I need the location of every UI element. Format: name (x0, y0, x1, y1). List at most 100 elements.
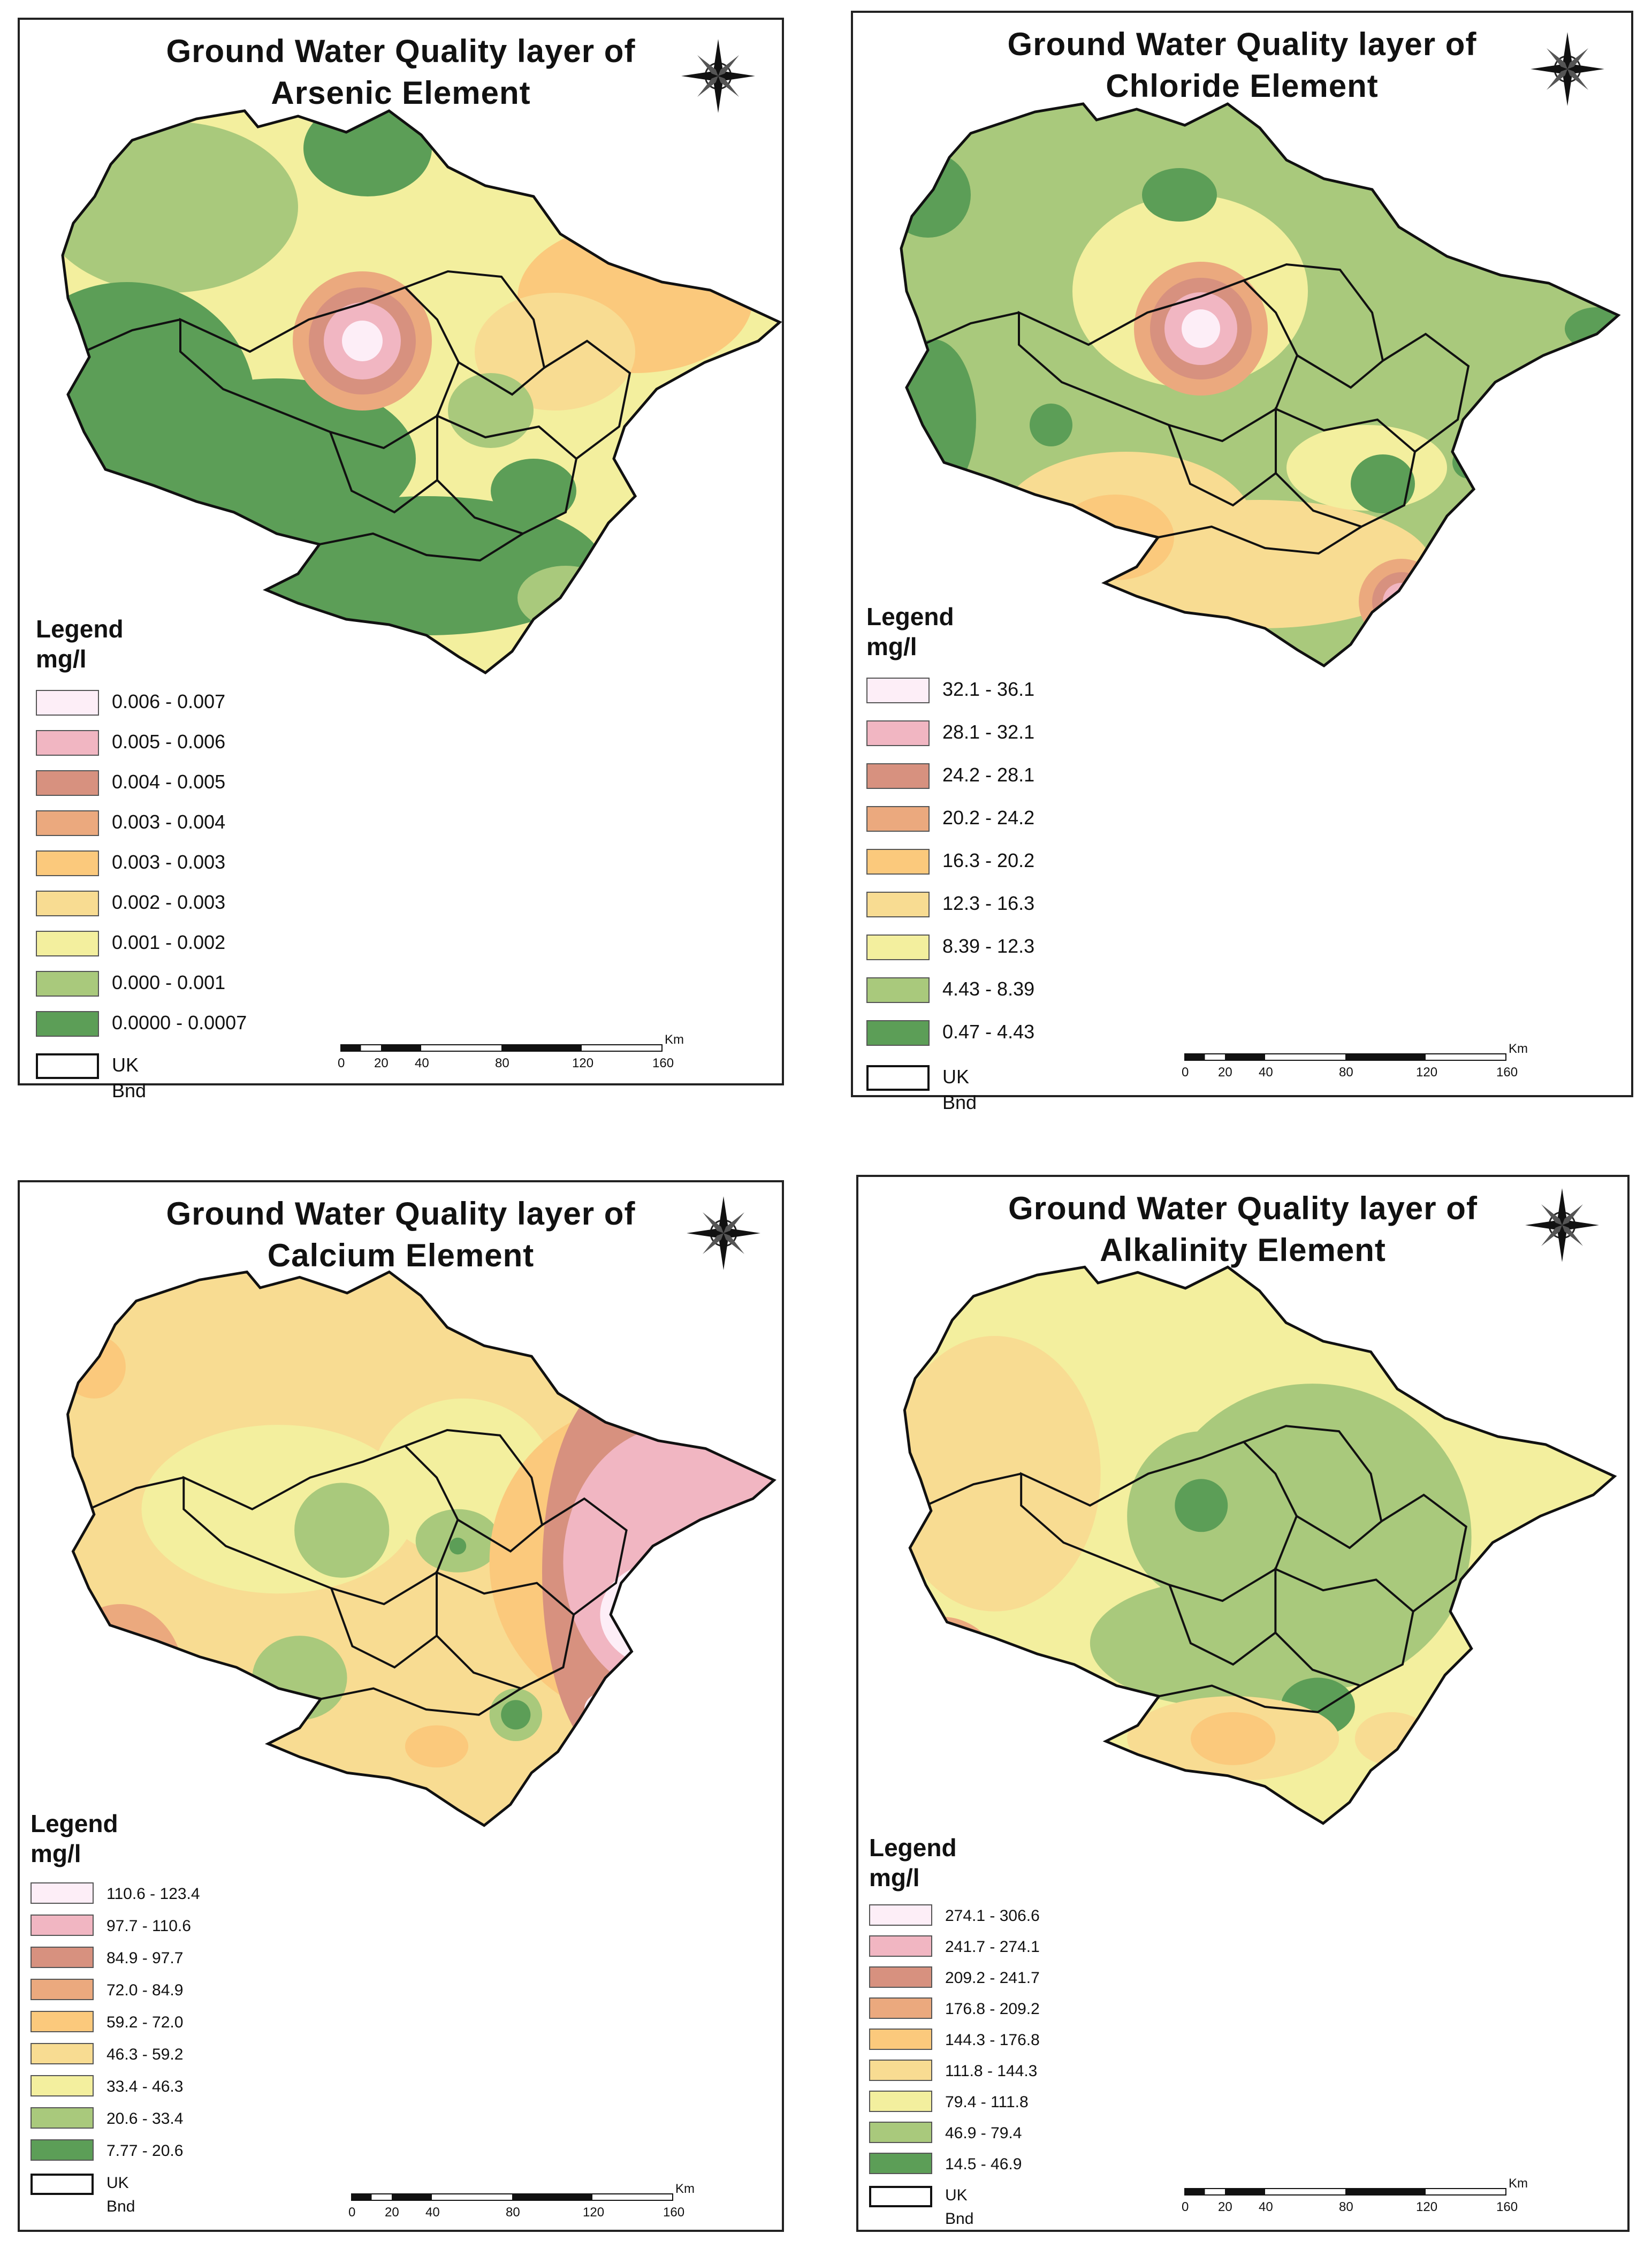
legend-swatch (31, 2139, 94, 2161)
legend-heading: Legend (31, 1810, 118, 1837)
legend-item: 176.8 - 209.2 (869, 1993, 1040, 2024)
scale-tick-label: 120 (1416, 2200, 1437, 2214)
map-legend: Legend mg/l 110.6 - 123.4 97.7 - 110.6 8… (31, 1809, 200, 2215)
legend-swatch (36, 690, 99, 716)
scale-tick-label: 40 (1259, 2200, 1273, 2214)
legend-swatch (31, 1882, 94, 1904)
compass-rose-icon (683, 1193, 764, 1273)
scale-tick-label: 20 (1218, 2200, 1232, 2214)
legend-item: 79.4 - 111.8 (869, 2086, 1029, 2117)
scale-tick-label: 40 (425, 2205, 440, 2220)
legend-item: 0.006 - 0.007 (36, 686, 225, 726)
legend-swatch (31, 2011, 94, 2032)
legend-item: 0.005 - 0.006 (36, 726, 225, 766)
boundary-swatch (869, 2186, 932, 2207)
legend-unit: mg/l (36, 645, 87, 673)
scale-bar: Km 0 20 40 80 120 160 (348, 2182, 695, 2226)
scale-tick-label: 0 (338, 1056, 345, 1070)
legend-swatch (866, 892, 930, 917)
legend-swatch (866, 849, 930, 875)
legend-item: 16.3 - 20.2 (866, 845, 1034, 887)
legend-swatch (36, 891, 99, 916)
legend-item: 241.7 - 274.1 (869, 1931, 1040, 1962)
legend-item: 32.1 - 36.1 (866, 673, 1034, 716)
boundary-swatch (36, 1053, 99, 1079)
legend-boundary: UK Bnd (36, 1049, 146, 1101)
map-panel-alkalinity: Ground Water Quality layer of Alkalinity… (856, 1175, 1630, 2232)
map-legend: Legend mg/l 274.1 - 306.6 241.7 - 274.1 … (869, 1833, 1040, 2228)
scale-bar: Km 0 20 40 80 120 160 (1182, 1042, 1528, 1086)
legend-unit: mg/l (31, 1840, 81, 1867)
legend-swatch (36, 730, 99, 756)
legend-swatch (866, 720, 930, 746)
legend-swatch (36, 850, 99, 876)
scale-tick-label: 160 (1496, 1065, 1518, 1080)
legend-swatch (31, 2043, 94, 2064)
map-legend: Legend mg/l 0.006 - 0.007 0.005 - 0.006 … (36, 614, 247, 1101)
legend-item: 33.4 - 46.3 (31, 2071, 183, 2103)
legend-swatch (869, 1997, 932, 2019)
scale-unit: Km (675, 2182, 695, 2196)
scale-tick-label: 80 (1339, 1065, 1353, 1080)
map-panel-calcium: Ground Water Quality layer of Calcium El… (18, 1180, 784, 2232)
legend-swatch (31, 1979, 94, 2000)
legend-swatch (866, 935, 930, 960)
legend-heading: Legend (866, 603, 954, 630)
map-panel-chloride: Ground Water Quality layer of Chloride E… (851, 11, 1633, 1113)
legend-swatch (36, 810, 99, 836)
legend-swatch (869, 2091, 932, 2112)
legend-item: 0.004 - 0.005 (36, 766, 225, 806)
scale-tick-label: 0 (348, 2205, 355, 2220)
compass-rose-icon (1527, 29, 1608, 109)
legend-item: 0.003 - 0.003 (36, 846, 225, 886)
legend-swatch (869, 1935, 932, 1957)
map-title: Ground Water Quality layer of Arsenic El… (166, 33, 636, 111)
legend-swatch (866, 678, 930, 703)
legend-item: 12.3 - 16.3 (866, 887, 1034, 930)
scale-tick-label: 20 (385, 2205, 399, 2220)
calcium-distribution-map (20, 1182, 786, 2234)
scale-tick-label: 0 (1182, 2200, 1189, 2214)
legend-swatch (869, 2153, 932, 2174)
map-title: Ground Water Quality layer of Calcium El… (166, 1196, 636, 1273)
compass-rose-icon (678, 36, 758, 116)
legend-swatch (36, 770, 99, 796)
scale-bar: Km 0 20 40 80 120 160 (1182, 2176, 1528, 2221)
legend-item: 59.2 - 72.0 (31, 2007, 183, 2039)
scale-unit: Km (665, 1032, 684, 1047)
legend-item: 28.1 - 32.1 (866, 716, 1034, 759)
legend-swatch (866, 763, 930, 789)
map-legend: Legend mg/l 32.1 - 36.1 28.1 - 32.1 24.2… (866, 602, 1034, 1113)
legend-swatch (869, 1966, 932, 1988)
legend-item: 4.43 - 8.39 (866, 973, 1034, 1016)
legend-item: 0.003 - 0.004 (36, 806, 225, 846)
scale-tick-label: 160 (1496, 2200, 1518, 2214)
legend-item: 20.6 - 33.4 (31, 2103, 183, 2135)
scale-tick-label: 80 (1339, 2200, 1353, 2214)
legend-item: 144.3 - 176.8 (869, 2024, 1040, 2055)
legend-item: 111.8 - 144.3 (869, 2055, 1037, 2086)
map-panel-arsenic: Ground Water Quality layer of Arsenic El… (18, 18, 784, 1101)
legend-item: 72.0 - 84.9 (31, 1974, 183, 2007)
legend-item: 24.2 - 28.1 (866, 759, 1034, 802)
scale-tick-label: 160 (663, 2205, 684, 2220)
scale-unit: Km (1509, 1042, 1528, 1056)
chloride-distribution-map (858, 13, 1625, 1081)
legend-unit: mg/l (869, 1864, 920, 1891)
scale-tick-label: 160 (652, 1056, 674, 1070)
legend-item: 0.001 - 0.002 (36, 926, 225, 967)
scale-tick-label: 40 (415, 1056, 429, 1070)
boundary-swatch (866, 1065, 930, 1091)
scale-bar: Km 0 20 40 80 120 160 (338, 1032, 684, 1077)
legend-swatch (31, 1947, 94, 1968)
legend-swatch (36, 1011, 99, 1037)
scale-tick-label: 120 (572, 1056, 593, 1070)
legend-item: 84.9 - 97.7 (31, 1942, 183, 1974)
scale-tick-label: 120 (583, 2205, 604, 2220)
legend-heading: Legend (869, 1834, 957, 1862)
legend-item: 0.002 - 0.003 (36, 886, 225, 926)
legend-item: 14.5 - 46.9 (869, 2148, 1022, 2179)
scale-tick-label: 80 (495, 1056, 509, 1070)
legend-item: 97.7 - 110.6 (31, 1910, 191, 1942)
legend-swatch (31, 2075, 94, 2096)
